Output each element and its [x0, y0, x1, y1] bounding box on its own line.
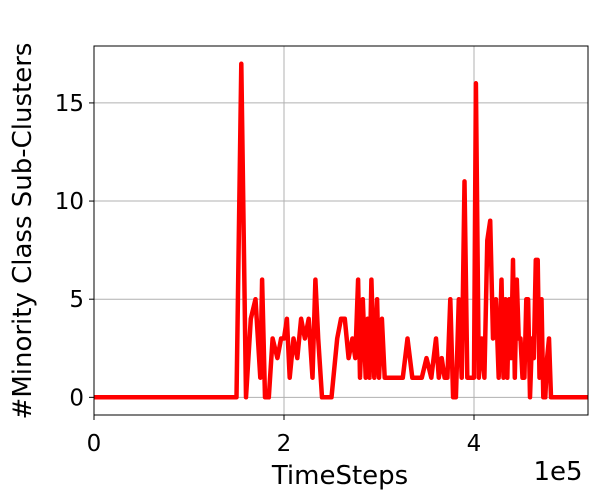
y-tick-label: 0 — [69, 385, 84, 411]
y-axis-ticks: 0 5 10 15 — [55, 91, 94, 411]
x-axis-ticks: 0 2 4 — [87, 415, 482, 457]
plot-area — [94, 61, 588, 400]
axes-frame — [93, 45, 589, 416]
y-tick-label: 5 — [69, 287, 84, 313]
y-tick-label: 10 — [55, 189, 84, 215]
y-axis-label: #Minority Class Sub-Clusters — [8, 43, 38, 420]
x-tick-label: 4 — [467, 431, 482, 457]
y-tick-label: 15 — [55, 91, 84, 117]
x-axis-label: TimeSteps — [271, 461, 408, 491]
x-tick-label: 2 — [277, 431, 292, 457]
x-axis-offset-label: 1e5 — [533, 457, 582, 487]
series-line-0 — [94, 61, 588, 400]
x-tick-label: 0 — [87, 431, 102, 457]
